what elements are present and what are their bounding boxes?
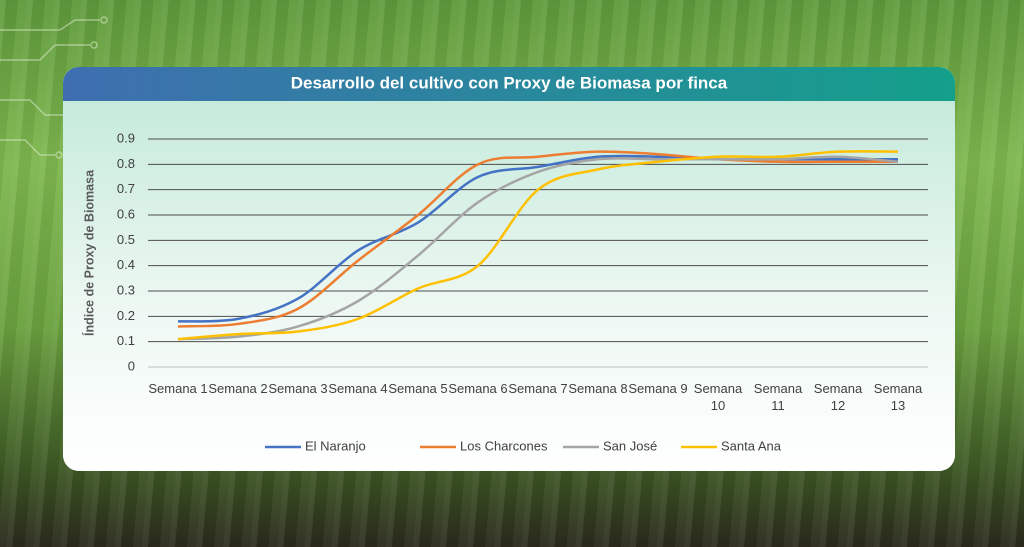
plot-background	[63, 67, 955, 471]
series-line	[177, 150, 899, 341]
chart-title: Desarrollo del cultivo con Proxy de Biom…	[291, 73, 728, 92]
y-tick-label: 0.4	[117, 257, 135, 272]
x-tick-label: Semana 1	[148, 381, 208, 396]
legend-label: Los Charcones	[460, 438, 548, 453]
y-tick-label: 0.7	[117, 181, 135, 196]
x-tick-label: Semana 8	[568, 381, 628, 396]
header-bar	[63, 67, 955, 101]
y-tick-label: 0.9	[117, 130, 135, 145]
x-tick-label: Semana 13	[873, 381, 923, 413]
y-tick-label: 0.8	[117, 156, 135, 171]
x-tick-label: Semana 5	[388, 381, 448, 396]
x-tick-label: Semana 2	[208, 381, 268, 396]
x-tick-label: Semana 12	[813, 381, 863, 413]
x-tick-label: Semana 11	[753, 381, 803, 413]
y-tick-label: 0	[128, 358, 135, 373]
circuit-decoration	[0, 16, 108, 159]
y-tick-label: 0.1	[117, 333, 135, 348]
x-tick-label: Semana 6	[448, 381, 508, 396]
series-line	[177, 150, 898, 328]
legend-label: El Naranjo	[305, 438, 366, 453]
x-tick-label: Semana 7	[508, 381, 568, 396]
y-tick-label: 0.2	[117, 308, 135, 323]
x-tick-label: Semana 3	[268, 381, 328, 396]
y-tick-label: 0.6	[117, 206, 135, 221]
y-axis-label: Índice de Proxy de Biomasa	[81, 169, 96, 336]
legend-label: Santa Ana	[721, 438, 782, 453]
series-line	[177, 155, 899, 341]
x-tick-label: Semana 4	[328, 381, 388, 396]
x-tick-label: Semana 10	[693, 381, 743, 413]
y-tick-label: 0.5	[117, 232, 135, 247]
x-tick-label: Semana 9	[628, 381, 688, 396]
y-tick-label: 0.3	[117, 282, 135, 297]
legend-label: San José	[603, 438, 657, 453]
